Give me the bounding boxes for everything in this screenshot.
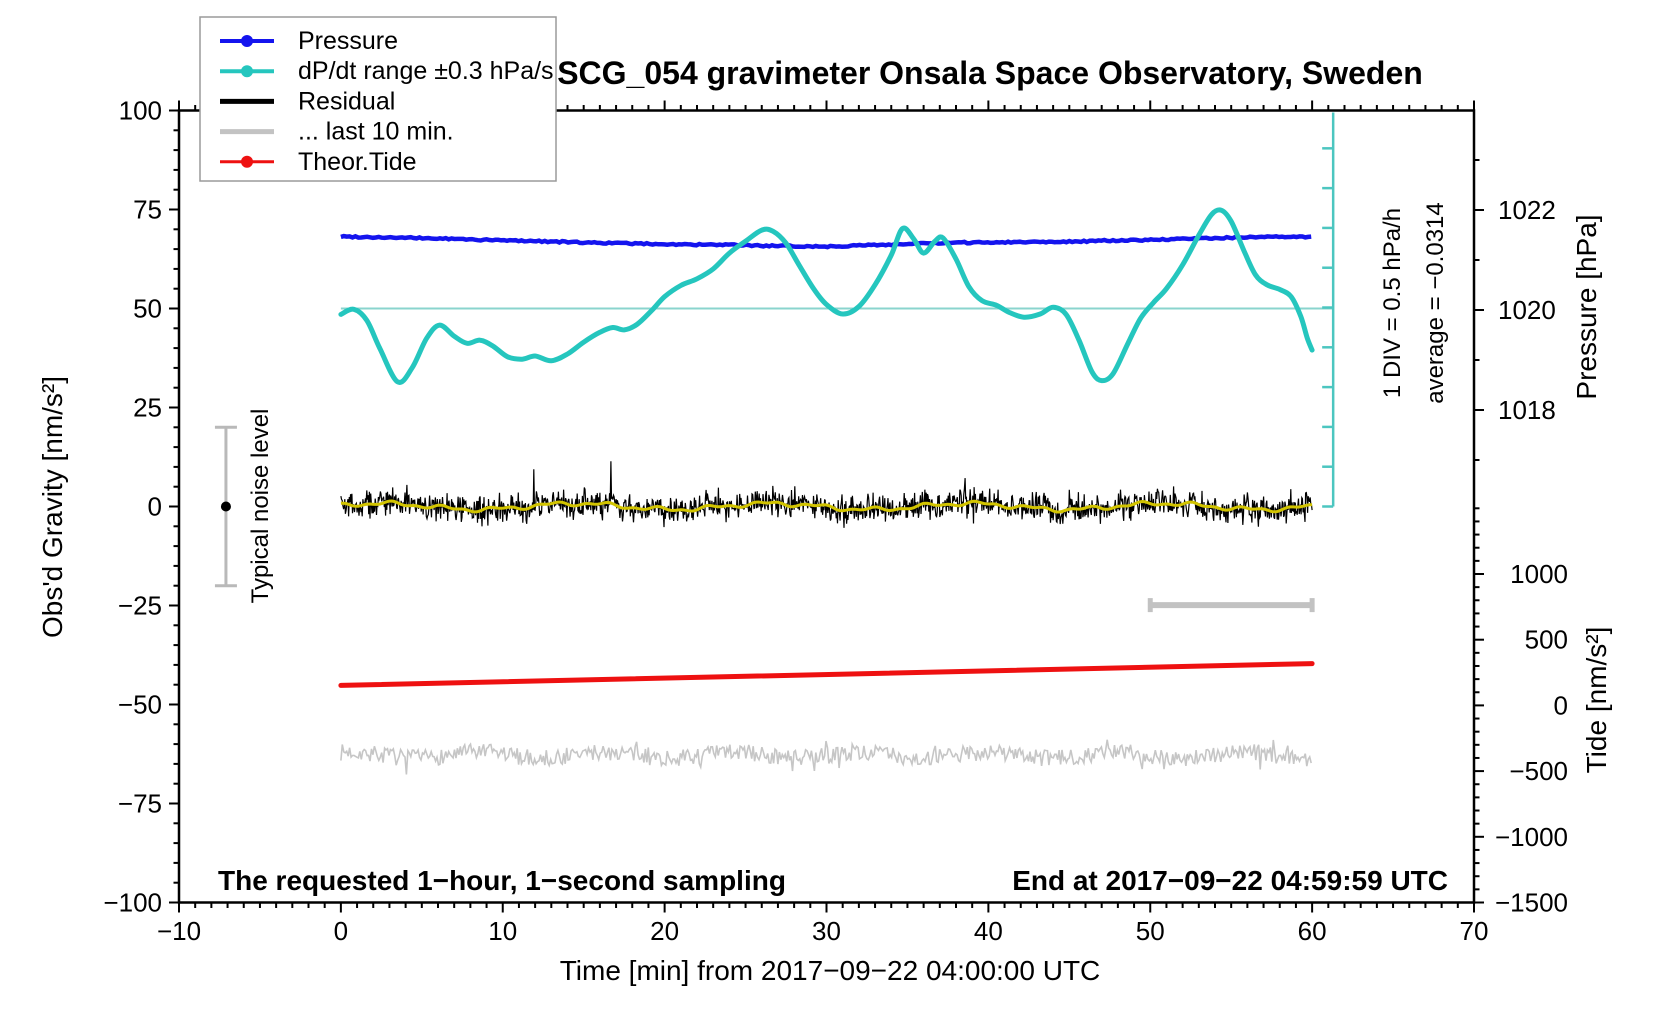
div-scale-note: 1 DIV = 0.5 hPa/h (1379, 208, 1406, 398)
series-theor-tide (338, 661, 1315, 688)
x-axis-title: Time [min] from 2017−09−22 04:00:00 UTC (560, 955, 1101, 986)
typical-noise-dot (220, 501, 231, 512)
legend-dot-sample (241, 65, 253, 78)
markers-layer (214, 425, 1315, 613)
pressure-tick-label: 1022 (1498, 195, 1556, 225)
pressure-tick-label: 1020 (1498, 295, 1556, 325)
legend-dot-sample (241, 155, 253, 168)
legend-item-label: dP/dt range ±0.3 hPa/s (298, 57, 554, 85)
series-pressure (340, 233, 1312, 250)
tide-tick-label: −1500 (1495, 888, 1568, 918)
legend-item-label: Pressure (298, 27, 398, 55)
series--last-10-min- (340, 739, 1312, 775)
x-tick-label: 10 (488, 916, 517, 946)
end-time-note: End at 2017−09−22 04:59:59 UTC (1012, 865, 1448, 896)
gravity-tick-label: −100 (103, 888, 162, 918)
gravity-tick-label: 75 (133, 195, 162, 225)
series-layer (338, 112, 1335, 775)
gravity-tick-label: 0 (148, 492, 162, 522)
sampling-note: The requested 1−hour, 1−second sampling (218, 865, 786, 896)
legend-dot-sample (241, 35, 253, 47)
gravity-tick-label: 25 (133, 393, 162, 423)
x-tick-label: 60 (1298, 916, 1327, 946)
gravity-tick-label: −25 (118, 591, 162, 621)
tide-tick-label: 1000 (1510, 559, 1568, 589)
legend-item-label: Residual (298, 87, 395, 115)
x-tick-label: 40 (974, 916, 1003, 946)
tide-tick-label: −500 (1509, 756, 1568, 786)
tide-axis-title: Tide [nm/s²] (1581, 627, 1612, 774)
average-note: average = −0.0314 (1422, 202, 1449, 404)
legend-item-label: ... last 10 min. (298, 118, 454, 146)
typical-noise-label: Typical noise level (247, 409, 274, 604)
pressure-tick-label: 1018 (1498, 395, 1556, 425)
x-tick-label: −10 (157, 916, 201, 946)
gravity-tick-label: 100 (119, 96, 162, 126)
x-tick-label: 70 (1460, 916, 1489, 946)
legend-item-label: Theor.Tide (298, 148, 417, 176)
tide-tick-label: −1000 (1495, 822, 1568, 852)
series-residual-smoothed (340, 499, 1313, 514)
gravity-axis-title: Obs'd Gravity [nm/s²] (37, 376, 68, 638)
x-tick-label: 50 (1136, 916, 1165, 946)
series-dpdt (338, 207, 1315, 385)
gravity-tick-label: −75 (118, 789, 162, 819)
x-tick-label: 30 (812, 916, 841, 946)
series-residual (340, 461, 1313, 528)
gravity-tick-label: −50 (118, 690, 162, 720)
tide-tick-label: 0 (1554, 690, 1568, 720)
chart-title: SCG_054 gravimeter Onsala Space Observat… (557, 55, 1423, 91)
pressure-axis-title: Pressure [hPa] (1571, 214, 1602, 399)
x-tick-label: 0 (334, 916, 348, 946)
tide-tick-label: 500 (1525, 625, 1568, 655)
gravity-tick-label: 50 (133, 294, 162, 324)
x-tick-label: 20 (650, 916, 679, 946)
axes-frame-layer: −10 0 10 20 30 40 50 60 701007550250−25−50−75−10… (103, 96, 1568, 947)
